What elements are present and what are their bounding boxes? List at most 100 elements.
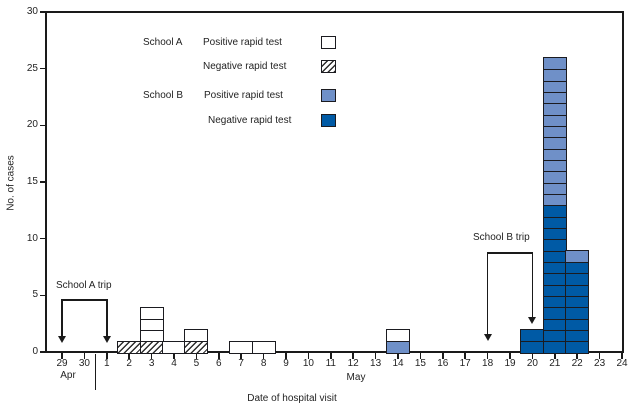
y-tick-mark — [39, 294, 46, 297]
y-axis-title: No. of cases — [5, 155, 17, 211]
x-tick-label: 2 — [126, 358, 132, 369]
case-cell-a_neg — [184, 340, 209, 354]
x-axis-line — [45, 351, 624, 354]
case-cell-b_neg — [565, 272, 590, 286]
y-tick-label: 15 — [26, 176, 38, 187]
plot-frame-right — [622, 11, 624, 353]
month-label-may: May — [346, 372, 366, 383]
x-tick-label: 9 — [283, 358, 289, 369]
x-tick-mark — [106, 353, 108, 359]
case-cell-b_neg — [542, 272, 567, 286]
x-tick-label: 22 — [571, 358, 583, 369]
x-tick-label: 12 — [347, 358, 359, 369]
case-cell-b_neg — [565, 329, 590, 343]
x-tick-mark — [61, 353, 63, 359]
x-tick-label: 16 — [437, 358, 449, 369]
case-cell-b_pos — [542, 102, 567, 116]
case-cell-b_neg — [520, 340, 545, 354]
school-a-trip-label: School A trip — [56, 280, 112, 291]
case-cell-b_neg — [542, 238, 567, 252]
x-tick-label: 10 — [302, 358, 314, 369]
school-b-trip-label: School B trip — [473, 232, 530, 243]
case-cell-b_pos — [542, 170, 567, 184]
x-tick-label: 14 — [392, 358, 404, 369]
case-cell-b_neg — [542, 216, 567, 229]
case-cell-b_pos — [542, 80, 567, 93]
x-tick-mark — [576, 353, 578, 359]
x-tick-mark — [173, 353, 175, 359]
case-cell-b_pos — [542, 159, 567, 173]
case-cell-b_pos — [386, 340, 410, 354]
x-tick-mark — [509, 353, 511, 359]
legend-b-positive-label: Positive rapid test — [204, 90, 283, 101]
case-cell-b_pos — [542, 148, 567, 161]
y-tick-label: 25 — [26, 62, 38, 74]
x-tick-mark — [352, 353, 354, 359]
x-tick-label: 13 — [370, 358, 382, 369]
x-tick-mark — [240, 353, 242, 359]
school-a-trip-right-arrowhead — [102, 336, 111, 343]
y-tick-label: 20 — [26, 119, 38, 131]
case-cell-b_pos — [542, 125, 567, 139]
x-tick-label: 30 — [78, 358, 90, 369]
x-tick-mark — [374, 353, 377, 359]
y-tick-mark — [39, 237, 46, 240]
school-a-trip-left-arrow-line — [61, 299, 63, 337]
school-b-trip-bracket — [486, 252, 534, 254]
case-cell-b_pos — [542, 193, 567, 207]
x-tick-label: 8 — [260, 358, 267, 369]
case-cell-b_neg — [542, 295, 567, 309]
school-b-trip-right-arrow-line — [531, 252, 534, 318]
legend-b-positive-swatch — [321, 89, 336, 102]
x-tick-label: 19 — [504, 358, 516, 369]
case-cell-b_neg — [542, 227, 567, 241]
x-tick-label: 18 — [482, 358, 494, 369]
case-cell-b_neg — [542, 318, 567, 331]
y-tick-label: 30 — [26, 6, 38, 17]
case-cell-b_neg — [565, 306, 590, 320]
x-tick-label: 15 — [414, 358, 426, 369]
case-cell-b_neg — [542, 261, 567, 275]
case-cell-b_neg — [542, 250, 567, 263]
case-cell-b_pos — [542, 182, 567, 195]
case-cell-a_pos — [229, 340, 254, 354]
case-cell-a_pos — [162, 340, 186, 354]
x-tick-label: 29 — [56, 358, 68, 369]
case-cell-b_neg — [520, 329, 545, 343]
x-tick-label: 17 — [459, 358, 471, 369]
case-cell-a_pos — [139, 306, 164, 320]
x-tick-mark — [419, 353, 422, 359]
x-tick-mark — [486, 353, 489, 359]
school-a-trip-bracket — [61, 299, 108, 301]
legend-b-negative-swatch — [321, 114, 336, 127]
case-cell-b_pos — [542, 57, 567, 71]
y-tick-mark — [39, 67, 46, 70]
legend-a-positive-swatch — [321, 36, 336, 49]
school-b-trip-right-arrowhead — [528, 317, 537, 324]
legend-a-negative-label: Negative rapid test — [203, 61, 287, 72]
x-tick-label: 6 — [216, 358, 222, 369]
legend-school-a-label: School A — [143, 37, 183, 48]
case-cell-b_neg — [565, 284, 590, 297]
legend-a-negative-swatch — [321, 60, 336, 73]
case-cell-a_neg — [139, 340, 164, 354]
case-cell-b_neg — [542, 284, 567, 297]
x-tick-label: 7 — [238, 358, 244, 369]
case-cell-b_neg — [565, 318, 590, 331]
school-b-trip-left-arrowhead — [483, 334, 492, 341]
x-tick-mark — [83, 353, 86, 359]
x-tick-mark — [128, 353, 130, 359]
case-cell-b_neg — [542, 306, 567, 320]
x-tick-mark — [397, 353, 399, 359]
school-a-trip-right-arrow-line — [106, 299, 108, 337]
school-b-trip-left-arrow-line — [486, 252, 489, 335]
x-tick-label: 1 — [104, 358, 110, 369]
legend-school-b-label: School B — [143, 90, 184, 101]
x-tick-mark — [531, 353, 534, 359]
school-a-trip-left-arrowhead — [58, 336, 66, 343]
y-tick-label: 5 — [32, 289, 38, 301]
x-tick-label: 20 — [526, 358, 538, 369]
y-tick-mark — [39, 11, 46, 13]
case-cell-b_pos — [542, 114, 567, 127]
